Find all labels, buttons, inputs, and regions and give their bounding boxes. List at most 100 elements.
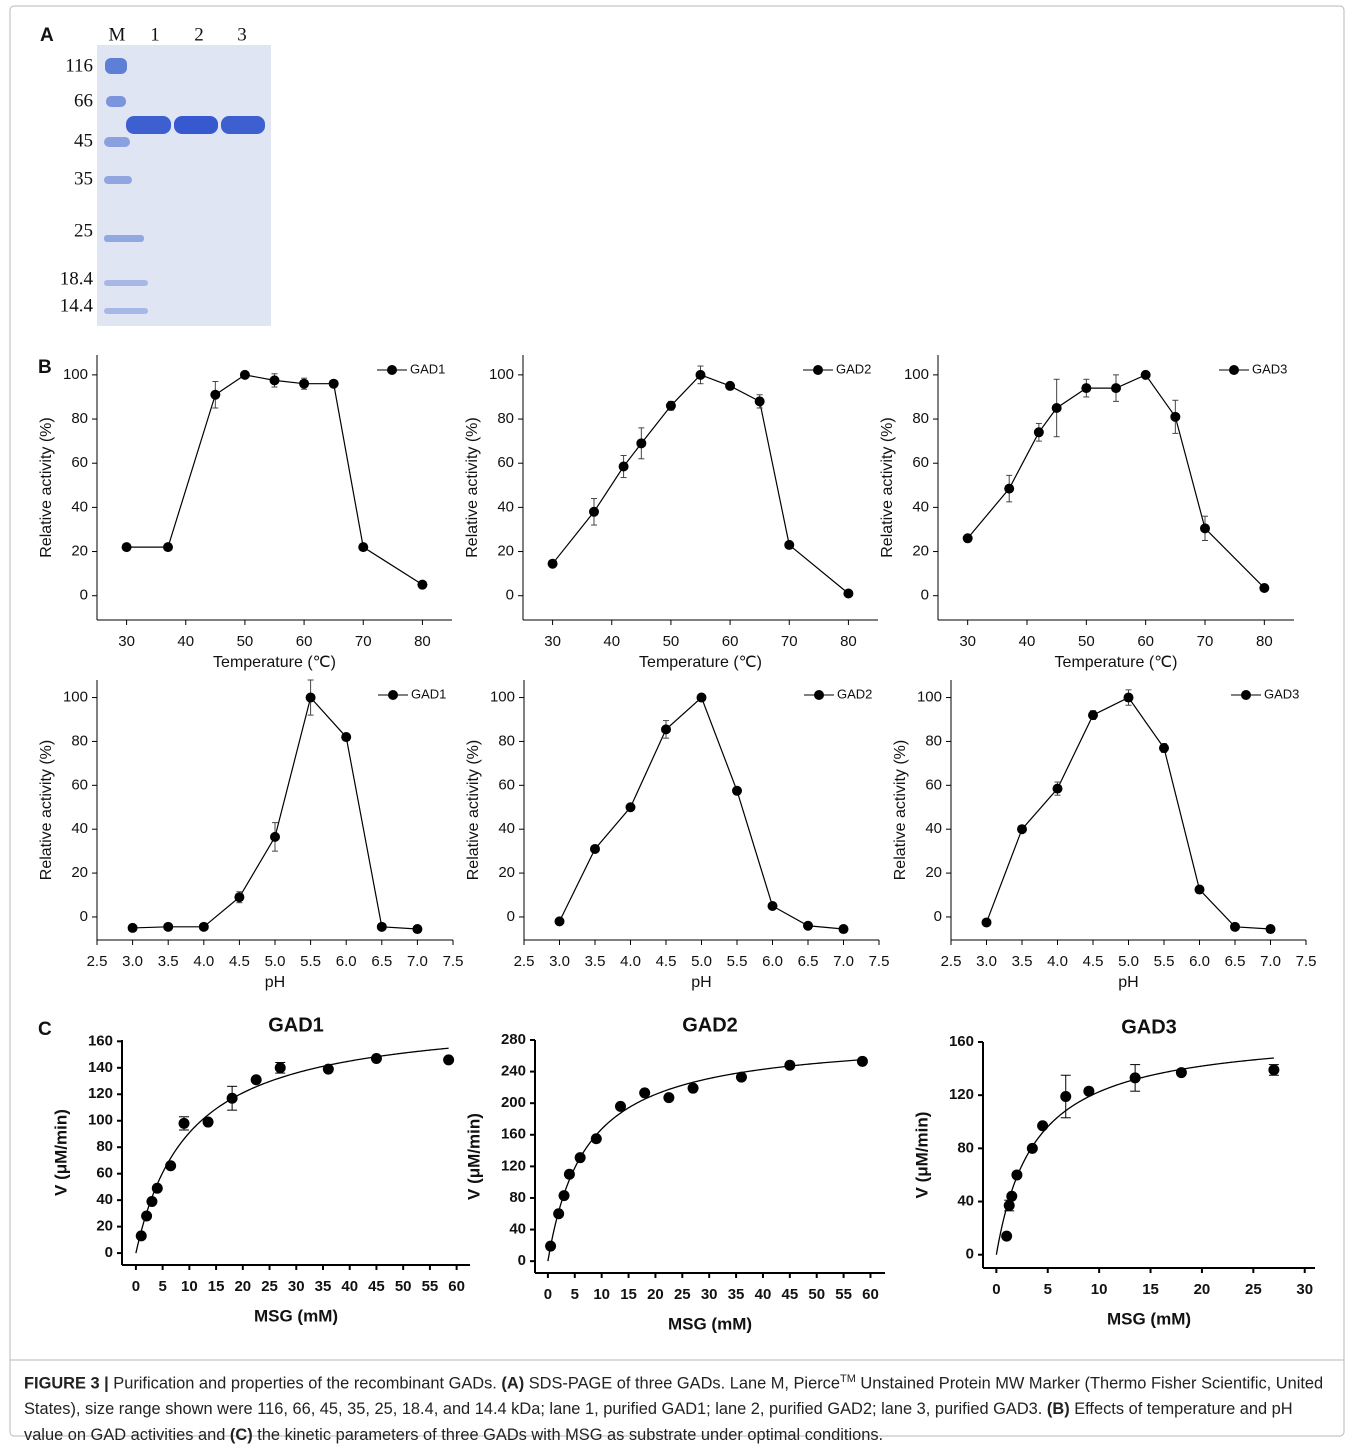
data-point	[234, 892, 244, 902]
data-point	[575, 1152, 586, 1163]
data-point	[663, 1092, 674, 1103]
data-point	[1053, 784, 1063, 794]
x-axis-title: pH	[265, 974, 285, 991]
y-tick-label: 120	[88, 1085, 113, 1102]
y-tick-label: 80	[509, 1189, 526, 1206]
series-line	[133, 698, 418, 929]
data-point	[1176, 1067, 1187, 1078]
y-tick-label: 0	[507, 908, 515, 925]
y-tick-label: 20	[71, 543, 88, 560]
data-point	[329, 379, 339, 389]
x-tick-label: 10	[1091, 1281, 1108, 1298]
x-tick-label: 40	[177, 633, 194, 650]
y-tick-label: 0	[506, 587, 514, 604]
data-point	[1081, 383, 1091, 393]
x-tick-label: 4.0	[193, 953, 214, 970]
y-tick-label: 80	[96, 1138, 113, 1155]
chart: 304050607080020406080100Temperature (℃)R…	[879, 355, 1294, 671]
y-tick-label: 80	[71, 732, 88, 749]
legend-label: GAD1	[411, 686, 446, 701]
y-tick-label: 120	[949, 1086, 974, 1103]
x-tick-label: 35	[315, 1278, 332, 1295]
x-tick-label: 70	[781, 633, 798, 650]
x-tick-label: 0	[544, 1286, 552, 1303]
caption-label: FIGURE 3 |	[24, 1374, 109, 1392]
x-tick-label: 3.5	[1012, 953, 1033, 970]
x-axis-title: MSG (mM)	[668, 1314, 752, 1333]
data-point	[1170, 412, 1180, 422]
data-point	[165, 1160, 176, 1171]
x-tick-label: 20	[1194, 1281, 1211, 1298]
data-point	[179, 1118, 190, 1129]
y-tick-label: 40	[71, 820, 88, 837]
data-point	[146, 1196, 157, 1207]
y-tick-label: 0	[518, 1252, 526, 1269]
figure-canvas: A B C M 1 2 3 116 66 45 35 25 18.4 14.4 …	[0, 0, 1355, 1444]
chart-title: GAD2	[682, 1014, 738, 1036]
y-axis-title: Relative activity (%)	[892, 740, 909, 880]
y-tick-label: 60	[96, 1165, 113, 1182]
data-point	[1124, 693, 1134, 703]
data-point	[1083, 1086, 1094, 1097]
data-point	[323, 1064, 334, 1075]
x-tick-label: 15	[1142, 1281, 1159, 1298]
panel-label: C	[38, 1019, 52, 1040]
marker-label: 18.4	[60, 268, 94, 289]
x-tick-label: 6.0	[336, 953, 357, 970]
data-point	[412, 924, 422, 934]
y-tick-label: 40	[498, 820, 515, 837]
legend-marker	[387, 365, 397, 375]
x-tick-label: 50	[808, 1286, 825, 1303]
x-tick-label: 3.5	[585, 953, 606, 970]
x-tick-label: 6.5	[798, 953, 819, 970]
series-line	[968, 375, 1265, 588]
data-point	[666, 401, 676, 411]
x-axis-title: MSG (mM)	[1107, 1309, 1191, 1328]
chart: 0510152025303540455055600408012016020024…	[464, 1014, 885, 1333]
y-tick-label: 240	[501, 1063, 526, 1080]
x-tick-label: 30	[959, 633, 976, 650]
x-tick-label: 6.0	[1189, 953, 1210, 970]
data-point	[839, 924, 849, 934]
y-axis-title: Relative activity (%)	[464, 417, 481, 557]
data-point	[1011, 1169, 1022, 1180]
x-tick-label: 30	[288, 1278, 305, 1295]
x-tick-label: 60	[862, 1286, 879, 1303]
data-point	[626, 802, 636, 812]
data-point	[1230, 922, 1240, 932]
data-point	[736, 1072, 747, 1083]
data-point	[661, 724, 671, 734]
y-tick-label: 80	[497, 410, 514, 427]
y-tick-label: 60	[925, 776, 942, 793]
y-tick-label: 60	[71, 454, 88, 471]
caption-text: SDS-PAGE of three GADs. Lane M, Pierce	[524, 1374, 840, 1392]
x-tick-label: 50	[663, 633, 680, 650]
y-axis-title: Relative activity (%)	[465, 740, 482, 880]
x-tick-label: 60	[722, 633, 739, 650]
data-point	[270, 375, 280, 385]
x-tick-label: 5.5	[727, 953, 748, 970]
x-tick-label: 7.5	[1296, 953, 1317, 970]
y-tick-label: 100	[489, 366, 514, 383]
y-tick-label: 140	[88, 1059, 113, 1076]
marker-band	[104, 308, 148, 314]
y-axis-title: Relative activity (%)	[879, 417, 896, 557]
data-point	[152, 1183, 163, 1194]
data-point	[843, 589, 853, 599]
y-tick-label: 60	[498, 776, 515, 793]
y-tick-label: 200	[501, 1094, 526, 1111]
data-point	[725, 381, 735, 391]
y-tick-label: 100	[490, 689, 515, 706]
x-tick-label: 40	[603, 633, 620, 650]
series-line	[553, 375, 849, 594]
x-tick-label: 30	[118, 633, 135, 650]
y-tick-label: 0	[80, 587, 88, 604]
data-point	[559, 1190, 570, 1201]
lane-label: 2	[194, 24, 204, 45]
x-tick-label: 80	[840, 633, 857, 650]
x-tick-label: 50	[237, 633, 254, 650]
x-tick-label: 25	[674, 1286, 691, 1303]
x-tick-label: 10	[181, 1278, 198, 1295]
data-point	[122, 542, 132, 552]
chart: 2.53.03.54.04.55.05.56.06.57.07.50204060…	[892, 680, 1316, 991]
